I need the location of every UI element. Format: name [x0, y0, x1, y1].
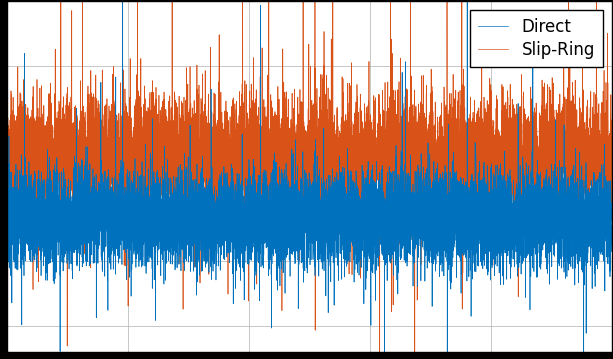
Legend: Direct, Slip-Ring: Direct, Slip-Ring — [470, 10, 603, 67]
Slip-Ring — [39, 127, 47, 132]
Slip-Ring — [576, 126, 584, 130]
Slip-Ring — [28, 108, 36, 112]
Slip-Ring — [608, 145, 613, 149]
Direct — [299, 215, 306, 219]
Direct — [3, 206, 10, 211]
Slip-Ring — [299, 149, 306, 153]
Line: Direct: Direct — [7, 0, 612, 359]
Slip-Ring — [122, 146, 129, 150]
Slip-Ring — [6, 148, 13, 153]
Direct — [122, 219, 129, 224]
Slip-Ring — [3, 175, 10, 180]
Direct — [39, 194, 47, 198]
Direct — [608, 223, 613, 228]
Direct — [6, 238, 13, 243]
Line: Slip-Ring: Slip-Ring — [7, 0, 612, 359]
Direct — [576, 226, 584, 230]
Direct — [28, 234, 36, 238]
